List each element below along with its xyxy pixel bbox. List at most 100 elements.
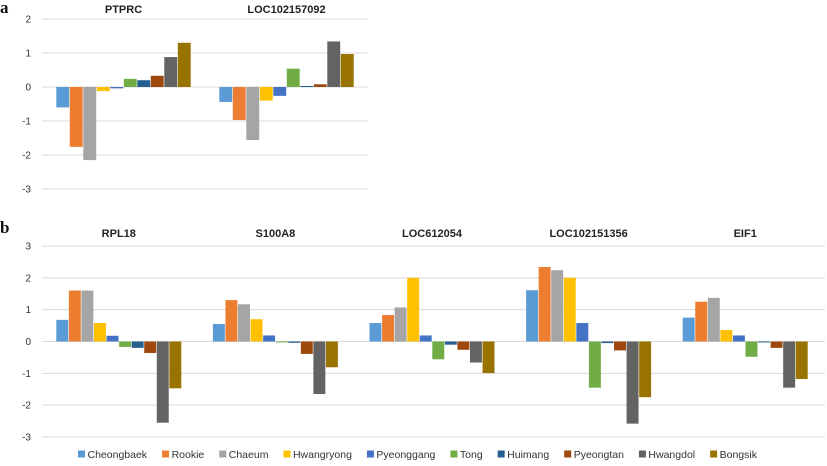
legend-label-tong: Tong — [460, 449, 483, 461]
bar-pyeonggang-loc612054 — [419, 335, 432, 342]
y-tick-label: -1 — [22, 117, 31, 128]
legend-label-pyeonggang: Pyeonggang — [376, 449, 435, 461]
bar-chaeum-rpl18 — [81, 290, 94, 342]
y-tick-label: -1 — [22, 369, 31, 380]
bar-pyeongtan-rpl18 — [144, 341, 157, 353]
category-title: LOC612054 — [402, 228, 463, 240]
bar-hwangryong-s100a8 — [250, 319, 263, 342]
bar-cheongbaek-loc612054 — [369, 323, 382, 342]
bar-hwangryong-loc102151356 — [563, 277, 576, 342]
legend-swatch-rookie — [162, 450, 170, 458]
bar-cheongbaek-s100a8 — [212, 323, 225, 342]
bar-rookie-ptprc — [69, 87, 83, 147]
bar-pyeonggang-loc102151356 — [576, 323, 589, 342]
bar-pyeonggang-s100a8 — [263, 335, 276, 342]
bar-pyeonggang-rpl18 — [106, 335, 119, 342]
category-title: RPL18 — [102, 228, 136, 240]
legend-label-hwangdol: Hwangdol — [648, 449, 695, 461]
legend-swatch-tong — [450, 450, 458, 458]
y-tick-label: 1 — [25, 305, 31, 316]
legend-swatch-hwangryong — [283, 450, 291, 458]
bar-hwangdol-ptprc — [164, 57, 178, 87]
legend-swatch-pyeonggang — [366, 450, 374, 458]
bar-hwangdol-loc612054 — [469, 341, 482, 363]
bar-bongsik-loc612054 — [482, 341, 495, 374]
legend-swatch-cheongbaek — [78, 450, 85, 458]
bar-chaeum-loc612054 — [394, 307, 407, 342]
bar-hwangdol-eif1 — [783, 341, 796, 388]
bar-cheongbaek-eif1 — [682, 317, 695, 342]
legend-swatch-bongsik — [710, 450, 718, 458]
legend-swatch-pyeongtan — [564, 450, 572, 458]
legend-label-chaeum: Chaeum — [229, 449, 269, 461]
bar-chaeum-s100a8 — [238, 304, 250, 342]
chart-panel-a: 2 1 0 -1 -2 -3 PTPRC LOC102157092 — [22, 4, 368, 196]
panel-label-a: a — [0, 0, 9, 17]
bar-hwangdol-loc102157092 — [327, 41, 341, 87]
bar-pyeonggang-loc102157092 — [273, 87, 287, 96]
bar-huimang-loc102151356 — [601, 341, 614, 344]
y-tick-label: 0 — [25, 83, 31, 94]
category-title: PTPRC — [105, 4, 142, 16]
bar-tong-s100a8 — [275, 341, 288, 343]
bar-pyeongtan-eif1 — [770, 341, 783, 348]
y-tick-label: 2 — [25, 273, 31, 284]
bar-tong-loc102151356 — [588, 341, 601, 388]
bar-rookie-s100a8 — [225, 300, 238, 342]
legend-label-hwangryong: Hwangryong — [293, 449, 352, 461]
y-tick-label: 2 — [25, 15, 31, 26]
bar-rookie-loc612054 — [382, 315, 395, 342]
bar-hwangdol-s100a8 — [313, 341, 326, 395]
legend-label-huimang: Huimang — [507, 449, 549, 461]
bar-hwangryong-loc102157092 — [259, 87, 273, 101]
y-tick-label: -2 — [22, 401, 31, 412]
category-title: LOC102157092 — [247, 4, 325, 16]
bar-rookie-loc102157092 — [232, 87, 246, 120]
bar-cheongbaek-ptprc — [56, 87, 70, 108]
bar-chaeum-loc102151356 — [551, 270, 564, 342]
bar-bongsik-rpl18 — [169, 341, 182, 389]
legend-label-bongsik: Bongsik — [720, 449, 758, 461]
bar-bongsik-loc102157092 — [340, 54, 354, 87]
panel-label-b: b — [0, 218, 9, 237]
y-tick-label: 1 — [25, 49, 31, 60]
bar-bongsik-loc102151356 — [639, 341, 652, 398]
bar-cheongbaek-rpl18 — [56, 319, 69, 342]
bar-hwangdol-rpl18 — [156, 341, 169, 423]
legend-swatch-huimang — [497, 450, 505, 458]
legend-label-pyeongtan: Pyeongtan — [574, 449, 624, 461]
bar-tong-ptprc — [123, 78, 137, 87]
bar-rookie-eif1 — [695, 301, 708, 342]
bar-bongsik-eif1 — [795, 341, 808, 380]
bar-cheongbaek-loc102157092 — [219, 87, 233, 102]
legend-label-rookie: Rookie — [172, 449, 205, 461]
bar-pyeongtan-loc102157092 — [313, 84, 327, 87]
chart-legend: Cheongbaek Rookie Chaeum Hwangryong Pyeongga… — [78, 449, 758, 461]
chart-panel-b: 3 2 1 0 -1 -2 -3 RPL18 S100A8 LOC612054 LOC1021513… — [22, 228, 825, 444]
bar-chaeum-loc102157092 — [246, 87, 260, 141]
bar-huimang-ptprc — [137, 80, 151, 87]
bar-pyeongtan-loc102151356 — [614, 341, 626, 351]
y-tick-label: -3 — [22, 433, 31, 444]
bar-chaeum-eif1 — [707, 297, 720, 342]
bar-chaeum-ptprc — [83, 87, 97, 161]
legend-label-cheongbaek: Cheongbaek — [88, 449, 148, 461]
bar-hwangryong-loc612054 — [407, 277, 420, 342]
y-tick-label: -2 — [22, 151, 31, 162]
bar-tong-loc102157092 — [286, 68, 300, 87]
legend-swatch-chaeum — [219, 450, 227, 458]
bar-bongsik-ptprc — [177, 42, 191, 87]
bar-hwangryong-rpl18 — [93, 323, 106, 342]
y-tick-label: -3 — [22, 185, 31, 196]
bar-hwangryong-eif1 — [720, 330, 733, 342]
bar-hwangdol-loc102151356 — [626, 341, 639, 424]
category-title: S100A8 — [256, 228, 296, 240]
bar-tong-rpl18 — [119, 341, 132, 347]
bar-tong-loc612054 — [432, 341, 445, 360]
bar-rookie-loc102151356 — [538, 267, 551, 342]
category-title: EIF1 — [734, 228, 757, 240]
bar-pyeongtan-s100a8 — [300, 341, 313, 354]
y-tick-label: 0 — [25, 337, 31, 348]
bar-rookie-rpl18 — [68, 290, 81, 342]
